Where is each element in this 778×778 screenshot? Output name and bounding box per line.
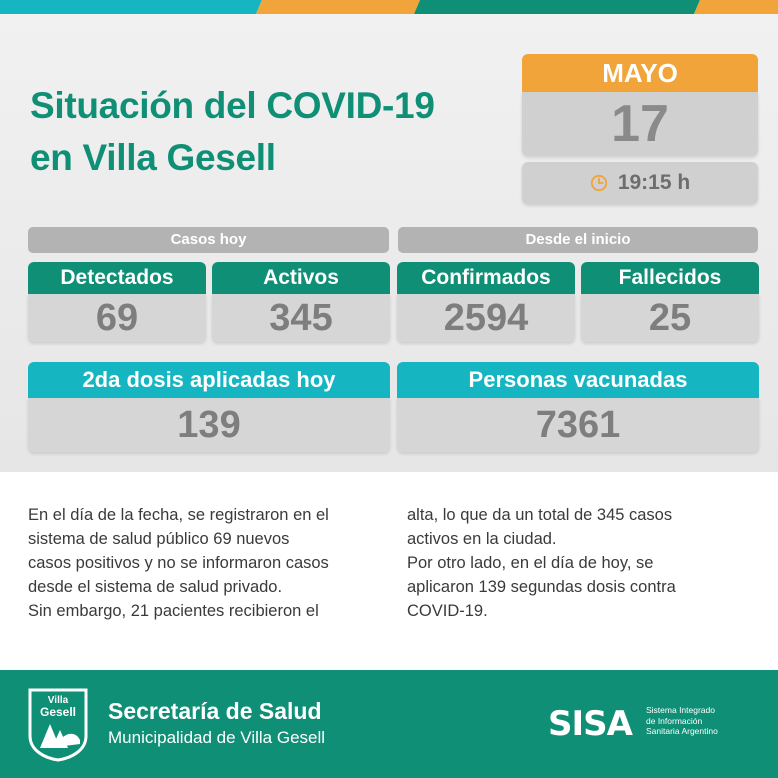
logo-text-gesell: Gesell (40, 705, 76, 719)
clock-icon (590, 174, 607, 192)
stat-label: Activos (212, 262, 390, 294)
stat-label: 2da dosis aplicadas hoy (28, 362, 390, 398)
sisa-description: Sistema Integrado de Información Sanitar… (646, 705, 718, 737)
stat-value: 25 (581, 294, 759, 342)
text-line: COVID-19. (407, 602, 488, 620)
stat-confirmados: Confirmados 2594 (397, 262, 575, 342)
top-stripes (0, 0, 778, 14)
section-casos-hoy: Casos hoy (28, 227, 389, 253)
sisa-logo-text: SISA (548, 704, 634, 740)
stat-detectados: Detectados 69 (28, 262, 206, 342)
stat-label: Fallecidos (581, 262, 759, 294)
text-line: sistema de salud público 69 nuevos (28, 530, 290, 548)
time-box: 19:15 h (522, 162, 758, 204)
text-line: casos positivos y no se informaron casos (28, 554, 329, 572)
text-line: En el día de la fecha, se registraron en… (28, 506, 329, 524)
sisa-logo: SISA (548, 704, 635, 740)
footer (0, 670, 778, 778)
stat-fallecidos: Fallecidos 25 (581, 262, 759, 342)
sisa-line: Sistema Integrado (646, 705, 715, 715)
title-line-1: Situación del COVID-19 (30, 85, 435, 126)
secretaria-title: Secretaría de Salud (108, 698, 322, 724)
sisa-line: de Información (646, 715, 703, 726)
stat-segunda-dosis: 2da dosis aplicadas hoy 139 (28, 362, 390, 452)
stat-activos: Activos 345 (212, 262, 390, 342)
text-line: aplicaron 139 segundas dosis contra (407, 578, 676, 596)
text-line: alta, lo que da un total de 345 casos (407, 506, 673, 524)
municipalidad-subtitle: Municipalidad de Villa Gesell (108, 728, 326, 747)
page-title: Situación del COVID-19 en Villa Gesell (30, 80, 490, 184)
body-text-right: alta, lo que da un total de 345 casos ac… (407, 503, 767, 623)
text-line: desde el sistema de salud privado. (28, 578, 283, 596)
section-desde-inicio: Desde el inicio (398, 227, 758, 253)
sisa-line: Sanitaria Argentino (646, 726, 718, 736)
stat-value: 69 (28, 294, 206, 342)
stat-label: Detectados (28, 262, 206, 294)
date-day: 17 (522, 92, 758, 156)
logo-text-villa: Villa (48, 695, 69, 706)
stat-value: 345 (212, 294, 390, 342)
date-card: MAYO 17 19:15 h (522, 54, 758, 204)
stat-personas-vacunadas: Personas vacunadas 7361 (397, 362, 759, 452)
text-line: Por otro lado, en el día de hoy, se (407, 554, 654, 572)
villa-gesell-logo: Villa Gesell (28, 688, 88, 762)
stat-value: 7361 (397, 398, 759, 452)
body-text-left: En el día de la fecha, se registraron en… (28, 503, 388, 623)
stat-value: 139 (28, 398, 390, 452)
text-line: activos en la ciudad. (407, 530, 557, 548)
stat-label: Confirmados (397, 262, 575, 294)
time-value: 19:15 h (617, 171, 691, 194)
stat-value: 2594 (397, 294, 575, 342)
title-line-2: en Villa Gesell (30, 137, 276, 178)
stat-label: Personas vacunadas (397, 362, 759, 398)
text-line: Sin embargo, 21 pacientes recibieron el (28, 602, 319, 620)
date-month: MAYO (522, 54, 758, 92)
